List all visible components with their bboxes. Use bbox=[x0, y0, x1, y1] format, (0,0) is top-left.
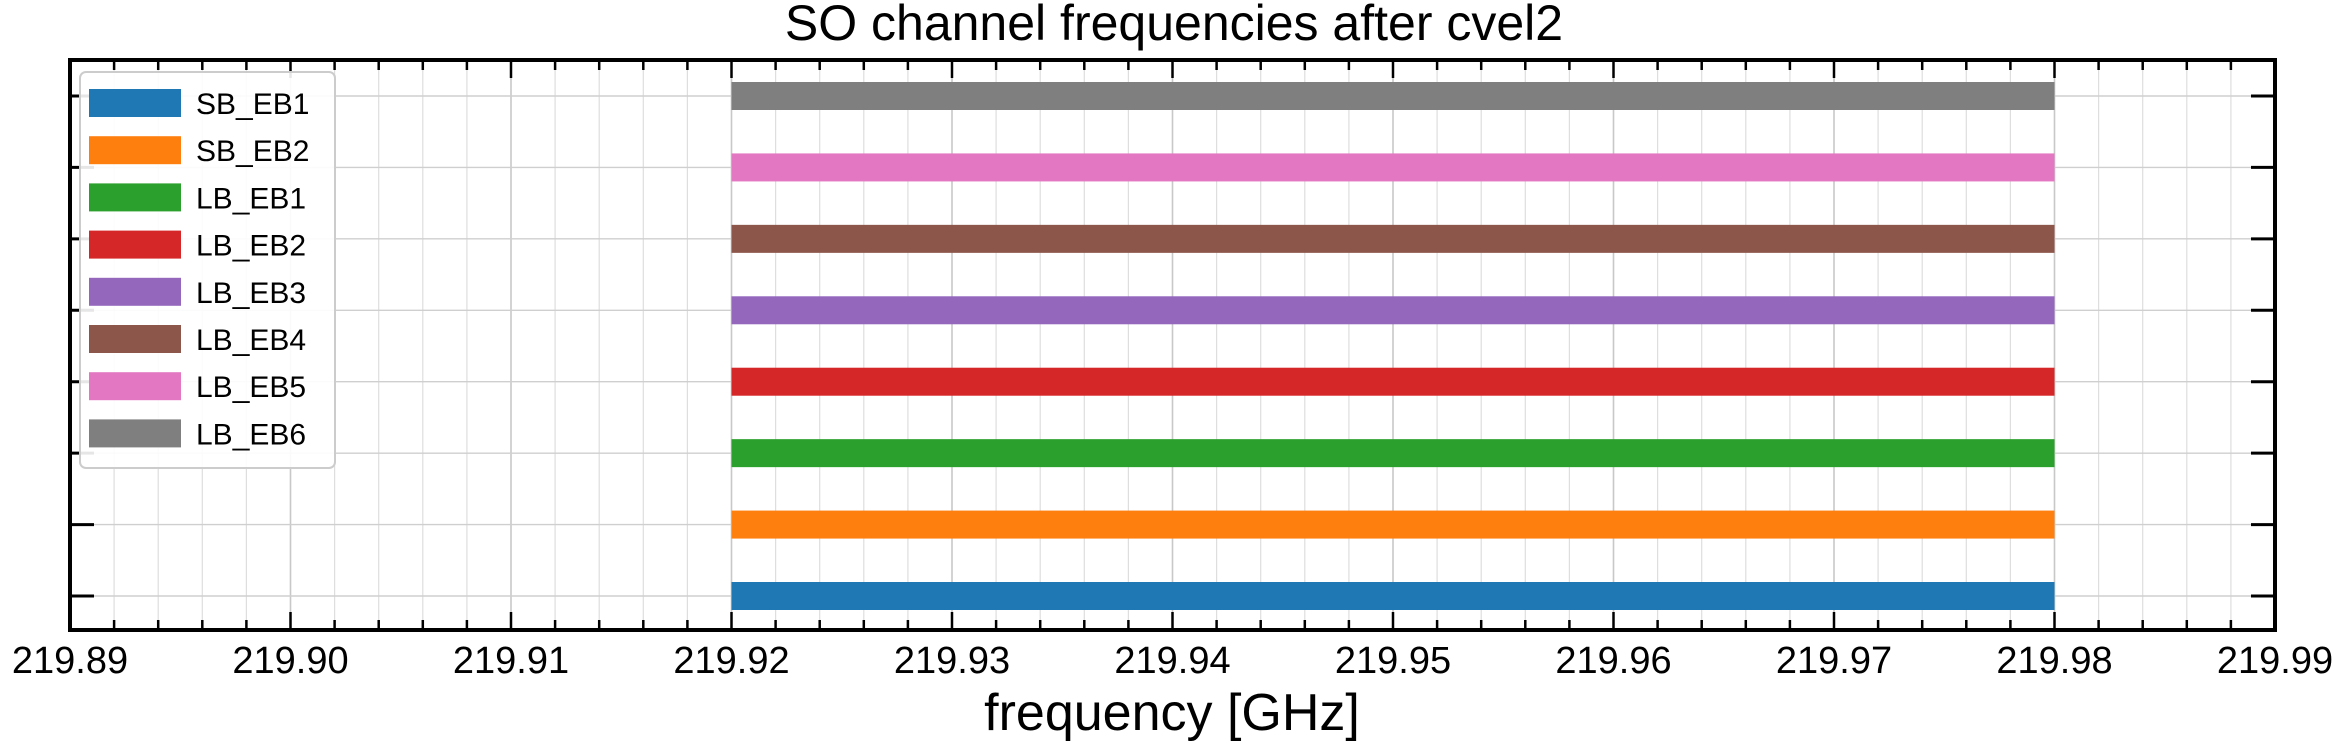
x-tick-labels: 219.89 219.90 219.91 219.92 219.93 219.94 219.… bbox=[12, 640, 2333, 682]
legend-label: LB_EB1 bbox=[196, 182, 306, 215]
bar-lb-eb2 bbox=[731, 367, 2055, 396]
legend-swatch bbox=[89, 183, 181, 212]
chart-title: SO channel frequencies after cvel2 bbox=[785, 0, 1563, 51]
legend-swatch bbox=[89, 419, 181, 448]
x-tick-label: 219.95 bbox=[1335, 640, 1451, 682]
x-tick-label: 219.91 bbox=[453, 640, 569, 682]
x-tick-label: 219.93 bbox=[894, 640, 1010, 682]
bar-lb-eb4 bbox=[731, 224, 2055, 253]
bar-lb-eb1 bbox=[731, 439, 2055, 468]
x-tick-label: 219.98 bbox=[1996, 640, 2112, 682]
bars bbox=[731, 82, 2055, 610]
x-tick-label: 219.92 bbox=[673, 640, 789, 682]
legend-label: LB_EB5 bbox=[196, 371, 306, 404]
legend-swatch bbox=[89, 372, 181, 401]
bar-sb-eb1 bbox=[731, 582, 2055, 610]
bar-lb-eb3 bbox=[731, 296, 2055, 325]
bar-lb-eb5 bbox=[731, 153, 2055, 182]
x-tick-label: 219.97 bbox=[1776, 640, 1892, 682]
legend-swatch bbox=[89, 89, 181, 117]
legend-swatch bbox=[89, 230, 181, 259]
bar-sb-eb2 bbox=[731, 510, 2055, 539]
bar-lb-eb6 bbox=[731, 82, 2055, 110]
legend-swatch bbox=[89, 277, 181, 306]
legend-box bbox=[79, 71, 336, 469]
x-tick-label: 219.99 bbox=[2217, 640, 2333, 682]
legend-label: LB_EB2 bbox=[196, 230, 306, 263]
x-tick-label: 219.89 bbox=[12, 640, 128, 682]
legend-label: LB_EB3 bbox=[196, 277, 306, 310]
legend-label: LB_EB4 bbox=[196, 324, 306, 357]
plot-frame bbox=[68, 58, 2277, 632]
x-tick-label: 219.94 bbox=[1114, 640, 1230, 682]
legend-swatch bbox=[89, 136, 181, 165]
legend: SB_EB1 SB_EB2 LB_EB1 LB_EB2 LB_EB3 LB_EB4 LB_E… bbox=[79, 71, 336, 469]
legend-label: LB_EB6 bbox=[196, 418, 306, 451]
x-tick-label: 219.96 bbox=[1555, 640, 1671, 682]
legend-label: SB_EB1 bbox=[196, 88, 309, 121]
grid bbox=[70, 60, 2275, 630]
legend-label: SB_EB2 bbox=[196, 135, 309, 168]
x-axis-label: frequency [GHz] bbox=[984, 684, 1360, 742]
legend-swatch bbox=[89, 325, 181, 353]
x-tick-label: 219.90 bbox=[232, 640, 348, 682]
